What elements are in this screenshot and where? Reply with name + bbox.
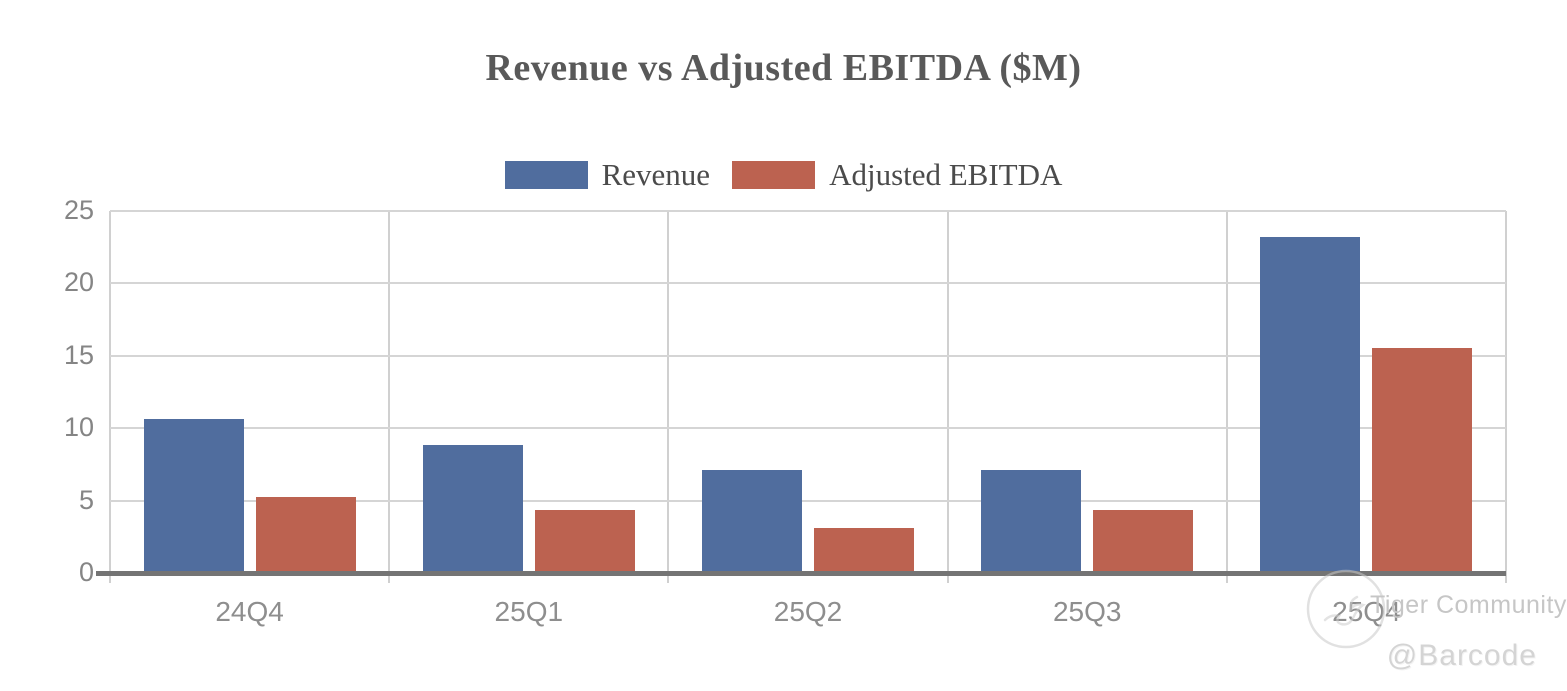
bar-revenue-25q1 xyxy=(422,445,523,571)
gridline-horizontal xyxy=(110,282,1506,285)
gridline-horizontal xyxy=(110,210,1506,212)
plot-area: 0 5 10 15 20 25 24Q4 25Q1 25Q2 25Q3 25Q4 xyxy=(64,197,1507,627)
bar-revenue-25q4 xyxy=(1260,236,1361,571)
legend: Revenue Adjusted EBITDA xyxy=(0,157,1567,193)
x-axis-tick-label-25q1: 25Q1 xyxy=(494,596,564,627)
gridline-horizontal xyxy=(110,499,1506,502)
bar-adjusted-ebitda-24q4 xyxy=(255,497,356,571)
bar-adjusted-ebitda-25q4 xyxy=(1372,348,1473,571)
watermark-community-text: Tiger Community xyxy=(1370,591,1567,619)
bar-revenue-25q3 xyxy=(981,469,1082,571)
gridline-vertical xyxy=(388,211,391,583)
x-axis-tick-label-24q4: 24Q4 xyxy=(215,596,284,627)
bar-revenue-24q4 xyxy=(143,418,244,571)
y-axis-tick-label: 0 xyxy=(78,557,94,587)
y-axis-tick-label: 15 xyxy=(63,339,94,370)
chart-title: Revenue vs Adjusted EBITDA ($M) xyxy=(485,47,1082,89)
gridline-vertical xyxy=(946,211,949,583)
x-axis-line xyxy=(96,571,1506,576)
bar-adjusted-ebitda-25q3 xyxy=(1093,510,1194,571)
x-axis-tick-label-25q3: 25Q3 xyxy=(1052,596,1122,627)
gridline-vertical xyxy=(109,211,111,583)
y-axis-tick-label: 5 xyxy=(78,484,94,515)
legend-label: Revenue xyxy=(601,157,711,192)
legend-item-adjusted-ebitda: Adjusted EBITDA xyxy=(732,157,1062,193)
bar-adjusted-ebitda-25q2 xyxy=(814,527,914,571)
gridline-horizontal xyxy=(110,427,1506,430)
y-axis-tick-label: 25 xyxy=(63,195,94,225)
y-axis-tick-label: 10 xyxy=(63,412,94,443)
legend-swatch-icon xyxy=(504,161,588,189)
gridline-vertical xyxy=(667,211,670,583)
legend-swatch-icon xyxy=(732,161,816,189)
legend-label: Adjusted EBITDA xyxy=(829,157,1063,192)
x-axis-tick-label-25q2: 25Q2 xyxy=(773,596,843,627)
watermark-handle-text: @Barcode xyxy=(1386,639,1537,672)
gridline-vertical xyxy=(1225,211,1228,583)
gridline-horizontal xyxy=(110,354,1506,357)
legend-item-revenue: Revenue xyxy=(504,157,711,193)
bar-adjusted-ebitda-25q1 xyxy=(534,510,635,571)
bar-revenue-25q2 xyxy=(702,469,802,571)
gridline-vertical xyxy=(1505,211,1507,583)
y-axis-tick-label: 20 xyxy=(63,267,94,298)
